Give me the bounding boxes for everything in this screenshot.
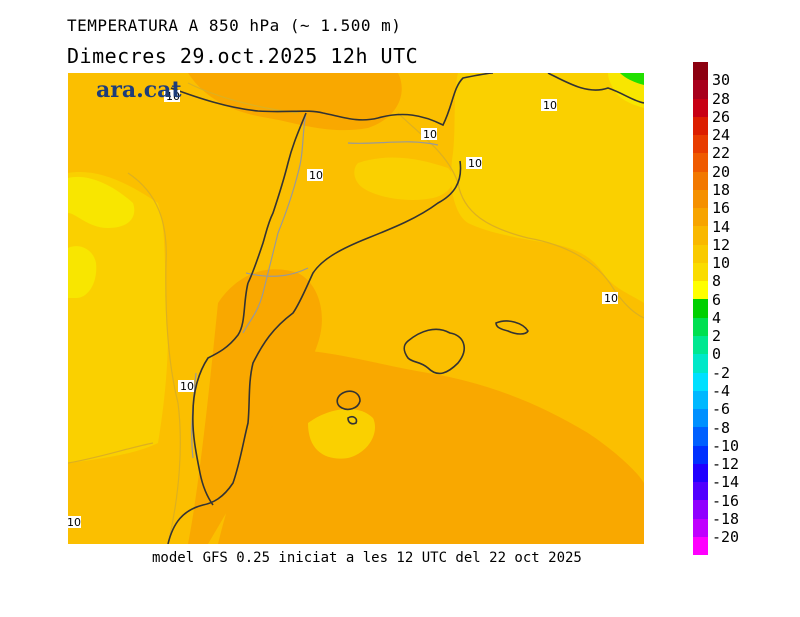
- colorbar-tick-label: -12: [712, 455, 740, 474]
- field-cool-east: [451, 73, 644, 303]
- colorbar-segment: [693, 135, 708, 154]
- colorbar-tick-label: -18: [712, 510, 740, 528]
- colorbar-segment: [693, 153, 708, 172]
- colorbar-tick-label: -20: [712, 528, 740, 547]
- field-cool-center: [354, 157, 453, 200]
- temperature-colorbar: [693, 62, 708, 556]
- colorbar-segment: [693, 116, 708, 136]
- ibiza-coast: [336, 390, 361, 411]
- colorbar-segment: [693, 262, 708, 282]
- field-cool-south: [308, 408, 376, 459]
- temperature-map: 10 10 10 10 10 10: [68, 73, 644, 544]
- ara-cat-logo: ara.cat: [96, 77, 182, 103]
- colorbar-tick-label: -6: [712, 400, 731, 419]
- contour-label: 10: [541, 99, 557, 112]
- colorbar-tick-label: 28: [712, 89, 731, 108]
- colorbar-tick-label: 2: [712, 327, 722, 346]
- colorbar-segment: [693, 281, 708, 300]
- colorbar-segment: [693, 536, 708, 556]
- colorbar-tick-label: 0: [712, 345, 722, 364]
- colorbar-segment: [693, 62, 708, 81]
- contour-label: 10: [68, 516, 81, 529]
- colorbar-tick-label: 4: [712, 308, 722, 327]
- field-warm-coast: [188, 269, 322, 544]
- colorbar-segment: [693, 335, 708, 355]
- svg-text:10: 10: [166, 90, 180, 103]
- contour-label: 10: [421, 128, 437, 141]
- colorbar-segment: [693, 189, 708, 209]
- colorbar-tick-label: 14: [712, 217, 731, 236]
- contour-labels: 10 10 10 10 10 10: [68, 90, 618, 529]
- colorbar-tick-label: 24: [712, 126, 731, 145]
- colorbar-tick-label: -4: [712, 382, 731, 401]
- colorbar-tick-label: -10: [712, 436, 740, 455]
- colorbar-tick-label: -16: [712, 491, 740, 510]
- svg-text:10: 10: [423, 128, 437, 141]
- colorbar-segment: [693, 372, 708, 391]
- contour-label: 10: [307, 169, 323, 182]
- svg-text:10: 10: [604, 292, 618, 305]
- colorbar-segment: [693, 409, 708, 428]
- colorbar-tick-label: 18: [712, 180, 731, 199]
- menorca-coast: [495, 320, 529, 335]
- svg-text:10: 10: [543, 99, 557, 112]
- contour-label: 10: [602, 292, 618, 305]
- map-title: TEMPERATURA A 850 hPa (~ 1.500 m): [67, 16, 402, 35]
- colorbar-segment: [693, 482, 708, 501]
- contour-label: 10: [178, 380, 194, 393]
- colorbar-tick-label: 6: [712, 290, 722, 309]
- field-green-corner: [620, 73, 644, 85]
- colorbar-segment: [693, 299, 708, 318]
- colorbar-tick-label: 20: [712, 162, 731, 181]
- colorbar-segment: [693, 171, 708, 190]
- colorbar-segment: [693, 98, 708, 117]
- svg-text:10: 10: [68, 516, 81, 529]
- colorbar-tick-label: 10: [712, 254, 731, 273]
- colorbar-segment: [693, 244, 708, 263]
- colorbar-tick-label: 16: [712, 199, 731, 218]
- colorbar-tick-label: 22: [712, 144, 731, 163]
- colorbar-segment: [693, 317, 708, 336]
- coastlines: [167, 73, 644, 544]
- svg-text:10: 10: [180, 380, 194, 393]
- field-coolest-west-2: [68, 246, 97, 298]
- colorbar-segment: [693, 80, 708, 99]
- contour-label: 10: [164, 90, 180, 103]
- colorbar-segment: [693, 208, 708, 227]
- colorbar-tick-label: -8: [712, 418, 731, 437]
- colorbar-tick-label: 26: [712, 107, 731, 126]
- colorbar-tick-label: 8: [712, 272, 722, 291]
- colorbar-tick-label: -2: [712, 363, 731, 382]
- colorbar-segment: [693, 354, 708, 373]
- field-warm-sea: [218, 350, 644, 544]
- colorbar-segment: [693, 445, 708, 464]
- field-cool-west: [68, 172, 168, 463]
- colorbar-segment: [693, 226, 708, 245]
- map-date-subtitle: Dimecres 29.oct.2025 12h UTC: [67, 44, 419, 68]
- colorbar-tick-label: -14: [712, 473, 740, 492]
- colorbar-segment: [693, 500, 708, 519]
- map-canvas: 10 10 10 10 10 10: [68, 73, 644, 544]
- colorbar-tick-label: 12: [712, 235, 731, 254]
- colorbar-segment: [693, 390, 708, 410]
- colorbar-segment: [693, 518, 708, 537]
- svg-text:10: 10: [309, 169, 323, 182]
- svg-text:10: 10: [468, 157, 482, 170]
- field-warm-north: [188, 73, 402, 131]
- colorbar-segment: [693, 463, 708, 483]
- field-coolest-west: [68, 176, 135, 228]
- formentera-coast: [347, 416, 358, 425]
- colorbar-segment: [693, 427, 708, 446]
- colorbar-tick-label: 30: [712, 71, 731, 90]
- mallorca-coast: [403, 328, 465, 375]
- model-info-footer: model GFS 0.25 iniciat a les 12 UTC del …: [152, 550, 582, 566]
- contour-label: 10: [466, 157, 482, 170]
